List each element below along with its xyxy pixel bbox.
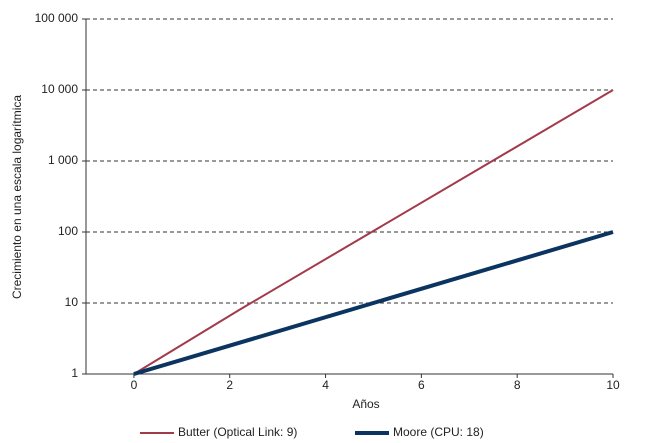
series-line [133,230,614,376]
y-tick-label: 100 [58,224,78,238]
x-axis-label: Años [352,397,379,411]
y-axis-label: Crecimiento en una escala logarítmica [10,95,24,299]
y-tick-label: 10 000 [41,82,78,96]
y-tick-label: 1 000 [48,153,78,167]
x-tick-label: 6 [418,378,425,392]
x-tick-label: 10 [606,378,620,392]
legend-label: Butter (Optical Link: 9) [178,425,297,439]
series-line [133,89,614,375]
y-tick-label: 100 000 [35,11,79,25]
y-tick-label: 10 [65,295,79,309]
y-tick-label: 1 [71,366,78,380]
legend-label: Moore (CPU: 18) [393,425,484,439]
x-tick-label: 0 [131,378,138,392]
x-tick-label: 8 [514,378,521,392]
x-tick-label: 4 [322,378,329,392]
x-tick-label: 2 [226,378,233,392]
